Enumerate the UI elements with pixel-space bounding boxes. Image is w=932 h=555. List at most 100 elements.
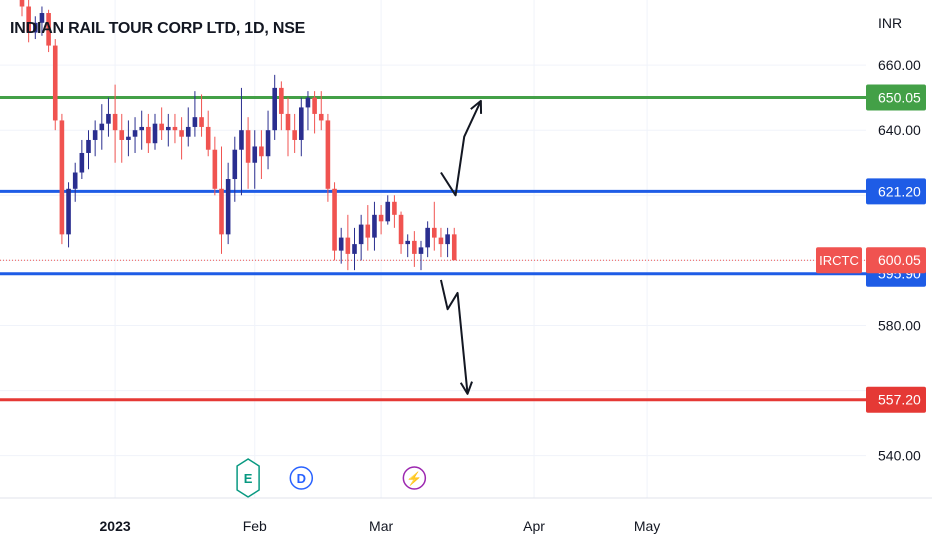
event-marker[interactable]: ⚡ bbox=[402, 466, 427, 490]
candle bbox=[239, 87, 244, 196]
event-marker-label: ⚡ bbox=[406, 471, 422, 487]
price-axis[interactable]: INR 540.00 580.00 640.00 660.00 650.05 621.20 5… bbox=[816, 0, 932, 550]
candle-body bbox=[272, 87, 277, 131]
candle bbox=[106, 97, 111, 137]
candle-body bbox=[126, 136, 131, 140]
candle-body bbox=[59, 120, 65, 235]
grid bbox=[0, 0, 866, 498]
candle bbox=[72, 162, 78, 202]
symbol-tag-bg bbox=[816, 247, 862, 274]
candle bbox=[212, 136, 218, 196]
event-marker[interactable]: E bbox=[236, 458, 260, 498]
candle bbox=[46, 9, 51, 53]
candle-body bbox=[425, 227, 430, 248]
candle bbox=[445, 227, 450, 258]
price-tick-label: 580.00 bbox=[878, 317, 921, 333]
up-arrow bbox=[440, 100, 482, 197]
last-price-label-bg bbox=[866, 247, 926, 274]
candle bbox=[26, 0, 31, 43]
candle-body bbox=[352, 244, 357, 254]
candle bbox=[112, 84, 118, 163]
candle-body bbox=[445, 234, 450, 245]
candle-body bbox=[26, 6, 31, 33]
candle-body bbox=[451, 234, 457, 261]
candle-body bbox=[239, 130, 244, 150]
candle-body bbox=[245, 130, 251, 163]
event-marker[interactable]: D bbox=[289, 466, 314, 490]
candle bbox=[245, 117, 251, 189]
candle bbox=[126, 120, 131, 157]
candle bbox=[398, 211, 404, 254]
candle-body bbox=[72, 172, 78, 189]
candle-body bbox=[139, 126, 144, 131]
candle-body bbox=[405, 240, 410, 245]
candle-body bbox=[112, 113, 118, 131]
candle bbox=[99, 104, 105, 150]
time-tick-label: Mar bbox=[369, 518, 393, 534]
candle-body bbox=[66, 188, 71, 235]
candle bbox=[279, 81, 284, 131]
candle-body bbox=[252, 146, 258, 163]
candle-body bbox=[205, 126, 211, 150]
candle-body bbox=[378, 214, 384, 222]
candle-body bbox=[385, 201, 391, 222]
candle bbox=[345, 214, 351, 271]
candle-body bbox=[39, 13, 45, 23]
candle bbox=[225, 162, 231, 245]
candle-body bbox=[106, 113, 111, 124]
candle-body bbox=[305, 97, 311, 108]
candle bbox=[52, 39, 58, 131]
price-tick-label: 660.00 bbox=[878, 57, 921, 73]
candle-body bbox=[192, 117, 198, 127]
candle bbox=[405, 234, 410, 258]
candle-body bbox=[338, 237, 344, 251]
time-axis[interactable]: 2023 Feb Mar Apr May bbox=[0, 497, 932, 534]
candle-body bbox=[166, 126, 171, 131]
candle bbox=[146, 113, 151, 153]
candle bbox=[412, 231, 417, 267]
candle-body bbox=[265, 130, 271, 157]
candle-body bbox=[365, 224, 371, 238]
candle bbox=[252, 130, 258, 189]
drawing-arrows bbox=[439, 99, 483, 395]
last-price-label: 600.05 bbox=[878, 252, 921, 268]
candle-body bbox=[285, 113, 291, 131]
event-marker-label: D bbox=[297, 471, 306, 486]
candle bbox=[33, 16, 38, 40]
price-line-label: 650.05 bbox=[878, 89, 921, 105]
candle bbox=[385, 195, 391, 225]
candle bbox=[378, 205, 384, 235]
candle-body bbox=[33, 22, 38, 33]
candle-body bbox=[432, 227, 437, 238]
candle bbox=[265, 110, 271, 170]
candle bbox=[392, 195, 397, 228]
price-line-label-bg bbox=[866, 178, 926, 205]
candle bbox=[425, 221, 430, 258]
event-markers: E D ⚡ bbox=[236, 458, 427, 498]
candle-body bbox=[318, 113, 324, 121]
candle bbox=[79, 139, 85, 180]
price-line-label-bg bbox=[866, 386, 926, 413]
time-tick-label: May bbox=[634, 518, 660, 534]
time-tick-label: Apr bbox=[523, 518, 545, 534]
chart-title: INDIAN RAIL TOUR CORP LTD, 1D, NSE bbox=[10, 20, 306, 37]
candle bbox=[59, 113, 65, 245]
candle bbox=[418, 240, 424, 271]
horizontal-price-lines bbox=[0, 95, 866, 402]
candle-body bbox=[332, 188, 337, 251]
candle bbox=[119, 113, 125, 163]
candle bbox=[86, 130, 91, 170]
candle-body bbox=[119, 130, 125, 140]
candle-body bbox=[159, 123, 164, 131]
candle bbox=[272, 74, 277, 140]
candle-body bbox=[86, 139, 91, 153]
candle-body bbox=[185, 126, 191, 137]
price-line-label-bg bbox=[866, 84, 926, 111]
candle-body bbox=[358, 224, 364, 245]
dividend-icon bbox=[289, 466, 314, 490]
candle-body bbox=[132, 130, 138, 137]
candle bbox=[199, 94, 204, 137]
candle bbox=[299, 97, 304, 157]
